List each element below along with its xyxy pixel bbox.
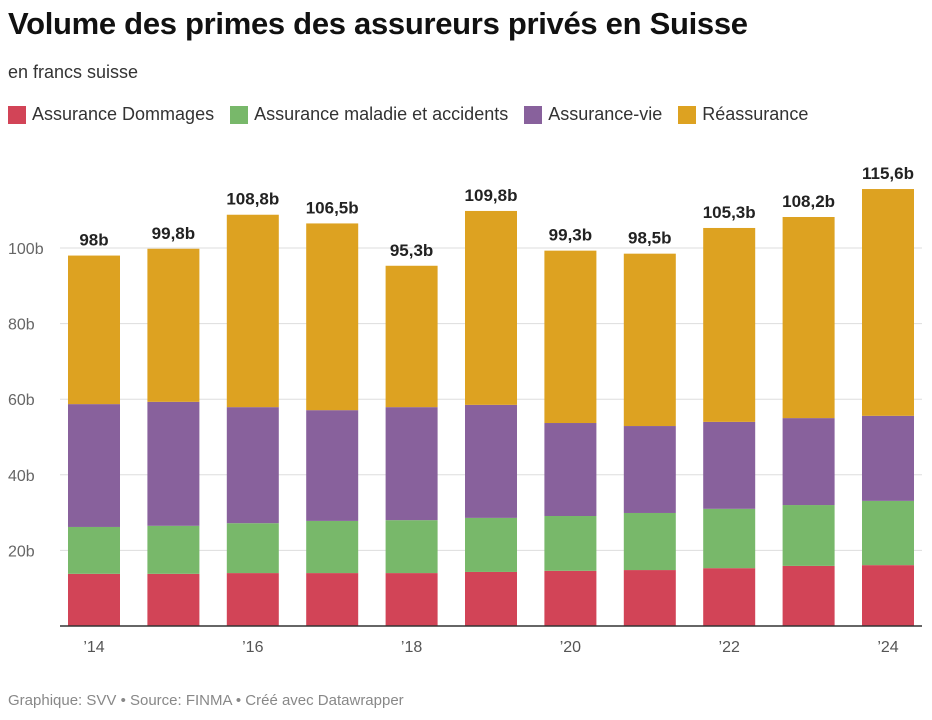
legend-swatch (230, 105, 249, 124)
bar-segment (465, 517, 517, 572)
bar-segment (862, 189, 914, 416)
bar-segment (782, 505, 835, 566)
bar-segment (68, 573, 120, 626)
bar-segment (68, 526, 120, 574)
bar-segment (544, 516, 597, 571)
total-label: 99,8b (152, 224, 195, 243)
bar-segment (862, 415, 914, 501)
total-label: 106,5b (306, 198, 359, 217)
total-label: 108,8b (226, 190, 279, 209)
legend-swatch (8, 105, 26, 124)
bar-segment (782, 565, 835, 626)
x-tick-label: ’14 (83, 639, 104, 656)
bar-segment (306, 520, 359, 574)
bar-segment (385, 265, 438, 408)
bar-segment (862, 565, 914, 626)
y-tick-label: 40b (8, 468, 35, 485)
bar-segment (862, 500, 914, 566)
bar-segment (544, 250, 597, 424)
total-label: 115,6b (862, 164, 914, 183)
bar-segment (385, 573, 438, 626)
legend-item: Assurance Dommages (8, 104, 214, 125)
legend-swatch (524, 105, 543, 124)
total-label: 99,3b (549, 226, 592, 245)
bar-segment (147, 401, 200, 526)
legend-label: Assurance-vie (548, 104, 663, 124)
bar-segment (68, 404, 120, 527)
legend-label: Réassurance (702, 104, 809, 124)
bar-segment (465, 210, 517, 405)
total-label: 95,3b (390, 241, 433, 260)
legend-item: Réassurance (678, 104, 808, 125)
bar-segment (623, 253, 676, 427)
chart-subtitle: en francs suisse (8, 62, 139, 82)
legend-item: Assurance-vie (524, 104, 662, 125)
bar-segment (703, 508, 756, 569)
chart-title: Volume des primes des assureurs privés e… (8, 6, 748, 41)
x-tick-label: ’18 (401, 639, 422, 656)
bar-segment (147, 573, 200, 626)
bar-segment (226, 214, 279, 408)
bar-segment (623, 512, 676, 571)
bar-segment (465, 571, 517, 626)
y-tick-label: 100b (8, 241, 44, 258)
bar-segment (703, 421, 756, 509)
total-label: 108,2b (782, 192, 835, 211)
bar-segment (385, 520, 438, 574)
bar-segment (306, 410, 359, 521)
bar-segment (782, 217, 835, 419)
legend-label: Assurance Dommages (32, 104, 215, 124)
bar-segment (703, 568, 756, 626)
bar-segment (544, 570, 597, 626)
x-tick-label: ’20 (560, 639, 581, 656)
total-label: 105,3b (703, 203, 756, 222)
bar-segment (465, 404, 517, 518)
bar-segment (306, 223, 359, 411)
bar-segment (226, 407, 279, 524)
bar-segment (226, 523, 279, 574)
legend: Assurance Dommages Assurance maladie et a… (8, 104, 808, 125)
bar-segment (623, 426, 676, 513)
total-label: 98b (79, 231, 108, 250)
legend-label: Assurance maladie et accidents (254, 104, 509, 124)
total-label: 98,5b (628, 229, 671, 248)
bar-segment (703, 227, 756, 422)
bar-segment (782, 418, 835, 506)
bar-segment (147, 248, 200, 402)
footer-credits: Graphique: SVV • Source: FINMA • Créé av… (8, 692, 404, 709)
bar-segment (306, 573, 359, 626)
x-tick-label: ’22 (719, 639, 740, 656)
x-tick-label: ’24 (877, 639, 898, 656)
bar-segment (623, 570, 676, 626)
bar-segment (385, 407, 438, 521)
bar-segment (544, 423, 597, 517)
bar-segment (147, 525, 200, 574)
legend-swatch (678, 105, 697, 124)
total-label: 109,8b (465, 186, 518, 205)
legend-item: Assurance maladie et accidents (230, 104, 508, 125)
bar-segment (226, 573, 279, 626)
y-tick-label: 80b (8, 317, 35, 334)
y-tick-label: 60b (8, 392, 35, 409)
x-tick-label: ’16 (242, 639, 263, 656)
y-tick-label: 20b (8, 543, 35, 560)
bar-segment (68, 255, 120, 405)
